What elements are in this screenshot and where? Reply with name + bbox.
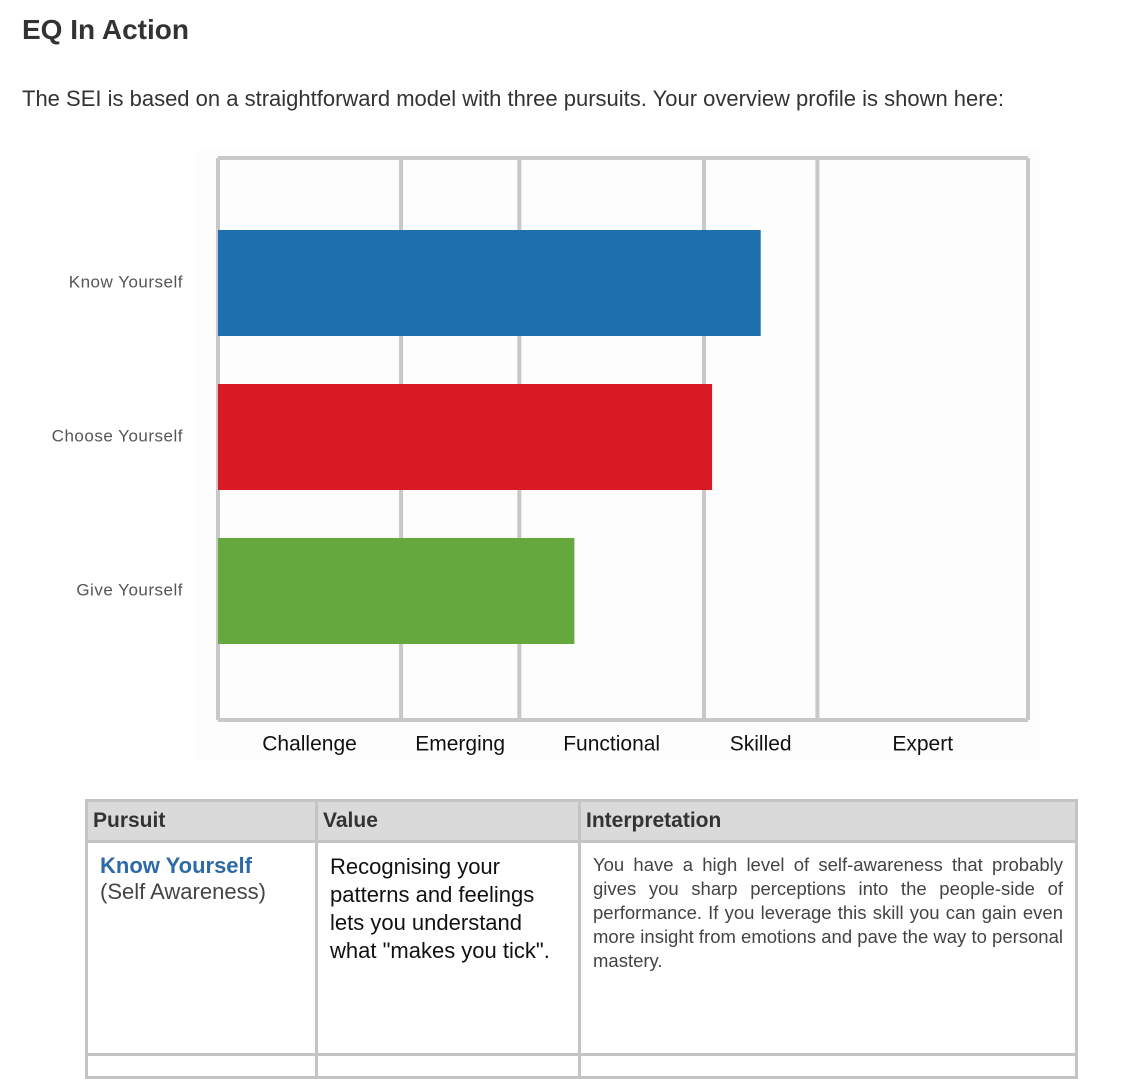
title: EQ In Action (22, 14, 189, 45)
bar (218, 384, 713, 490)
header-row: Pursuit Value Interpretation (85, 799, 1078, 843)
header-cell: Interpretation (578, 799, 1078, 843)
table: Pursuit Value Interpretation Know Yourse… (85, 799, 1078, 1079)
x-band-label: Skilled (730, 733, 792, 756)
y-tick-label: Give Yourself (76, 580, 183, 599)
bar (218, 538, 575, 644)
intro: The SEI is based on a straightforward mo… (22, 86, 1004, 111)
pursuit-subtitle: (Self Awareness) (100, 879, 266, 904)
cell (85, 1053, 318, 1079)
page: {"header": {"title": "EQ In Action"}, "i… (22, 14, 1078, 1079)
row (85, 1053, 1078, 1079)
cell: Recognising your patterns and feelings l… (315, 840, 581, 1056)
x-band-label: Challenge (262, 733, 357, 756)
x-band-label: Functional (563, 733, 660, 756)
cell: Know Yourself (Self Awareness) (85, 840, 318, 1056)
y-tick-label: Choose Yourself (52, 426, 183, 445)
chart: Challenge Emerging Functional Skilled Expert… (52, 150, 1040, 760)
header-cell: Pursuit (85, 799, 318, 843)
cell: You have a high level of self-awareness … (578, 840, 1078, 1056)
y-tick-label: Know Yourself (69, 272, 183, 291)
cell (315, 1053, 581, 1079)
cell (578, 1053, 1078, 1079)
row: Know Yourself (Self Awareness) Recognisi… (85, 840, 1078, 1056)
x-band-label: Emerging (415, 733, 505, 756)
bar (218, 230, 761, 336)
x-band-label: Expert (892, 733, 953, 756)
header-cell: Value (315, 799, 581, 843)
pursuit-name[interactable]: Know Yourself (100, 853, 252, 878)
